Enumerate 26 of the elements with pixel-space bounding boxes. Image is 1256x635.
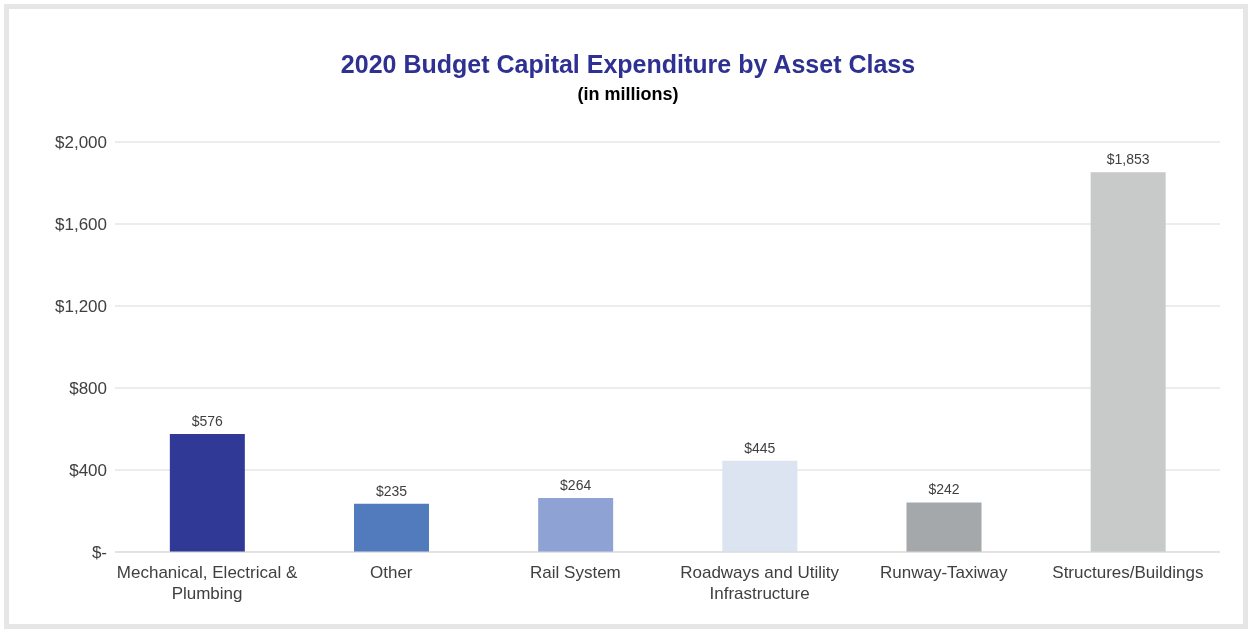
bar xyxy=(538,497,614,552)
y-tick-label: $2,000 xyxy=(55,133,107,153)
y-tick-label: $- xyxy=(91,543,107,563)
data-label: $235 xyxy=(375,482,408,499)
y-tick-label: $400 xyxy=(69,461,107,481)
y-tick-label: $1,200 xyxy=(55,297,107,317)
x-tick-label: Roadways and Utility Infrastructure xyxy=(680,563,840,604)
x-tick-label: Other xyxy=(369,563,413,583)
chart-subtitle: (in millions) xyxy=(576,84,680,105)
y-tick-label: $800 xyxy=(69,379,107,399)
data-label: $1,853 xyxy=(1106,151,1150,168)
bar xyxy=(906,502,982,552)
x-tick-label: Mechanical, Electrical & Plumbing xyxy=(116,563,298,604)
data-label: $264 xyxy=(560,476,592,493)
y-tick-label: $1,600 xyxy=(55,215,107,235)
bar xyxy=(1090,172,1166,552)
x-tick-label: Runway-Taxiway xyxy=(879,563,1009,583)
bar xyxy=(169,433,245,552)
chart-title: 2020 Budget Capital Expenditure by Asset Class xyxy=(339,50,917,79)
data-label: $576 xyxy=(191,412,224,429)
x-tick-label: Structures/Buildings xyxy=(1052,563,1204,583)
x-tick-label: Rail System xyxy=(530,563,621,583)
data-label: $242 xyxy=(928,481,960,498)
data-label: $445 xyxy=(744,439,776,456)
bar xyxy=(722,460,798,552)
bar xyxy=(354,503,429,552)
